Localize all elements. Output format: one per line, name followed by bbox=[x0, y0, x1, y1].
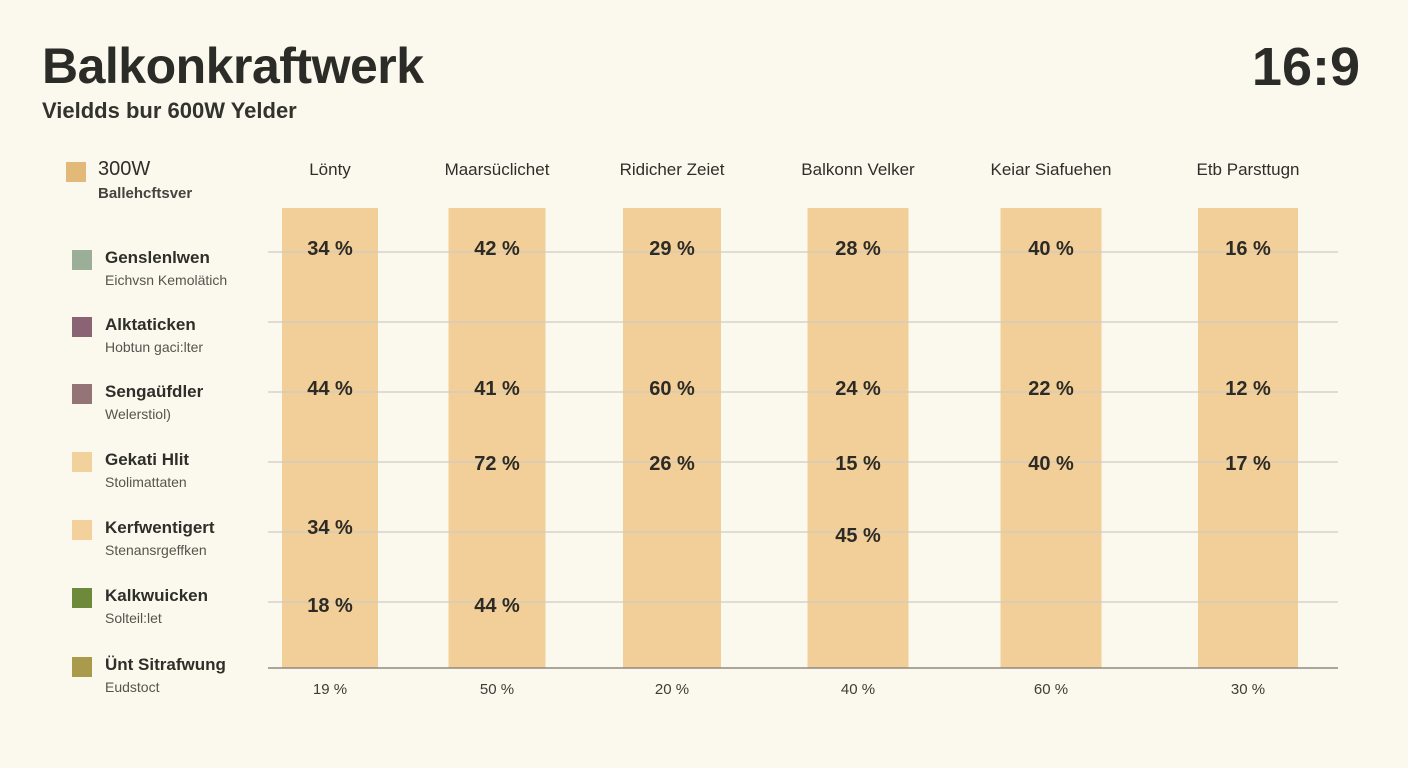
legend-item-name: Sengaüfdler bbox=[105, 382, 204, 401]
legend-header-desc: Ballehcftsver bbox=[98, 185, 193, 202]
legend-item-desc: Hobtun gaci:lter bbox=[105, 339, 204, 355]
legend-item-desc: Stolimattaten bbox=[105, 474, 187, 490]
data-label: 45 % bbox=[835, 525, 881, 547]
aspect-ratio-label: 16:9 bbox=[1251, 37, 1360, 97]
data-label: 15 % bbox=[835, 453, 881, 475]
bottom-value-label: 20 % bbox=[655, 681, 689, 698]
legend-item-desc: Eudstoct bbox=[105, 679, 160, 695]
legend-item-desc: Welerstiol) bbox=[105, 406, 171, 422]
category-label: Ridicher Zeiet bbox=[620, 160, 725, 179]
data-label: 24 % bbox=[835, 378, 881, 400]
data-label: 18 % bbox=[307, 595, 353, 617]
legend-swatch bbox=[72, 520, 92, 540]
bottom-value-label: 30 % bbox=[1231, 681, 1265, 698]
bar bbox=[807, 208, 909, 668]
legend-item-desc: Eichvsn Kemolätich bbox=[105, 272, 228, 288]
data-label: 72 % bbox=[474, 453, 520, 475]
legend-swatch bbox=[72, 452, 92, 472]
bar bbox=[1198, 208, 1298, 668]
data-label: 60 % bbox=[649, 378, 695, 400]
category-label: Lönty bbox=[309, 160, 351, 179]
legend-item-name: Kalkwuicken bbox=[105, 586, 208, 605]
bottom-value-label: 40 % bbox=[841, 681, 875, 698]
bottom-value-label: 19 % bbox=[313, 681, 347, 698]
bar bbox=[1000, 208, 1102, 668]
data-label: 40 % bbox=[1028, 453, 1074, 475]
legend-item-desc: Solteil:let bbox=[105, 610, 162, 626]
data-label: 29 % bbox=[649, 238, 695, 260]
data-label: 12 % bbox=[1225, 378, 1271, 400]
legend-swatch bbox=[72, 250, 92, 270]
bar bbox=[448, 208, 546, 668]
legend-header-name: 300W bbox=[98, 158, 151, 180]
bottom-value-label: 60 % bbox=[1034, 681, 1068, 698]
legend-item-name: Genslenlwen bbox=[105, 248, 210, 267]
category-label: Etb Parsttugn bbox=[1196, 160, 1299, 179]
legend-swatch bbox=[72, 657, 92, 677]
page-title: Balkonkraftwerk bbox=[42, 38, 424, 94]
legend-item-name: Alktaticken bbox=[105, 315, 196, 334]
legend-item-desc: Stenansrgeffken bbox=[105, 542, 207, 558]
legend-item-name: Gekati Hlit bbox=[105, 450, 190, 469]
bar bbox=[282, 208, 378, 668]
data-label: 16 % bbox=[1225, 238, 1271, 260]
category-label: Keiar Siafuehen bbox=[991, 160, 1112, 179]
legend-swatch bbox=[72, 317, 92, 337]
legend-swatch bbox=[72, 384, 92, 404]
legend-swatch bbox=[72, 588, 92, 608]
page-subtitle: Vieldds bur 600W Yelder bbox=[42, 98, 297, 123]
data-label: 42 % bbox=[474, 238, 520, 260]
data-label: 26 % bbox=[649, 453, 695, 475]
data-label: 40 % bbox=[1028, 238, 1074, 260]
bottom-value-label: 50 % bbox=[480, 681, 514, 698]
data-label: 22 % bbox=[1028, 378, 1074, 400]
data-label: 34 % bbox=[307, 238, 353, 260]
data-label: 28 % bbox=[835, 238, 881, 260]
data-label: 34 % bbox=[307, 517, 353, 539]
legend-item-name: Kerfwentigert bbox=[105, 518, 215, 537]
data-label: 41 % bbox=[474, 378, 520, 400]
data-label: 44 % bbox=[474, 595, 520, 617]
category-label: Balkonn Velker bbox=[801, 160, 915, 179]
legend-header-swatch bbox=[66, 162, 86, 182]
data-label: 44 % bbox=[307, 378, 353, 400]
legend-item-name: Ünt Sitrafwung bbox=[105, 655, 226, 674]
bar bbox=[623, 208, 721, 668]
data-label: 17 % bbox=[1225, 453, 1271, 475]
category-label: Maarsüclichet bbox=[445, 160, 550, 179]
